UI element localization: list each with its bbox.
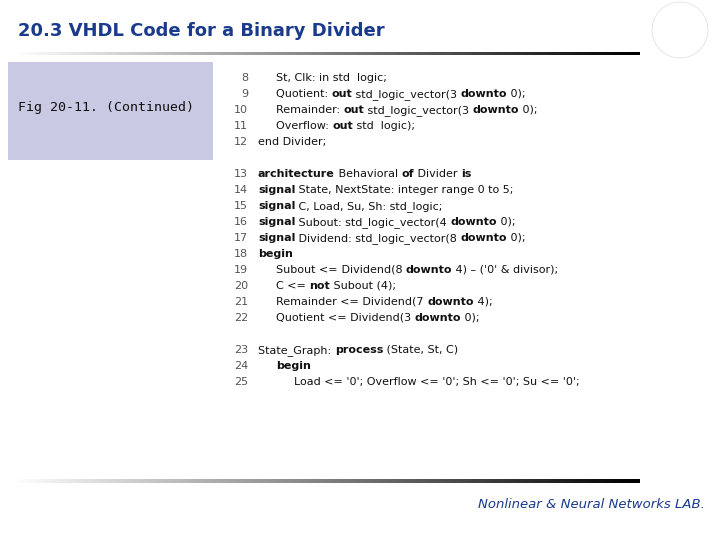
Text: 18: 18 [234, 249, 248, 259]
Text: out: out [333, 121, 353, 131]
Text: out: out [343, 105, 364, 115]
Text: St, Clk: in std  logic;: St, Clk: in std logic; [276, 73, 387, 83]
Text: State_Graph:: State_Graph: [258, 345, 335, 356]
Text: is: is [461, 169, 472, 179]
Text: std_logic_vector(3: std_logic_vector(3 [364, 105, 473, 116]
Text: 19: 19 [234, 265, 248, 275]
Text: downto: downto [427, 297, 474, 307]
Text: downto: downto [406, 265, 452, 275]
Text: C <=: C <= [276, 281, 310, 291]
Text: Subout (4);: Subout (4); [330, 281, 396, 291]
Text: 21: 21 [234, 297, 248, 307]
Text: end Divider;: end Divider; [258, 137, 326, 147]
Text: downto: downto [461, 89, 508, 99]
Text: downto: downto [415, 313, 461, 323]
Text: Subout <=: Subout <= [276, 265, 338, 275]
Text: Behavioral: Behavioral [335, 169, 401, 179]
Text: process: process [335, 345, 383, 355]
Text: std  logic);: std logic); [353, 121, 415, 131]
Text: 4) – ('0' & divisor);: 4) – ('0' & divisor); [452, 265, 559, 275]
Text: 23: 23 [234, 345, 248, 355]
Text: 0);: 0); [519, 105, 538, 115]
Text: Load <= '0'; Overflow <= '0'; Sh <= '0'; Su <= '0';: Load <= '0'; Overflow <= '0'; Sh <= '0';… [294, 377, 580, 387]
Text: 20: 20 [234, 281, 248, 291]
Text: 25: 25 [234, 377, 248, 387]
Text: 11: 11 [234, 121, 248, 131]
Text: 13: 13 [234, 169, 248, 179]
Text: Remainder:: Remainder: [276, 105, 343, 115]
Text: Dividend: std_logic_vector(8: Dividend: std_logic_vector(8 [295, 233, 461, 244]
Text: Divider: Divider [414, 169, 461, 179]
Text: signal: signal [258, 217, 295, 227]
Text: 12: 12 [234, 137, 248, 147]
Text: downto: downto [473, 105, 519, 115]
Text: Remainder <= Dividend(7: Remainder <= Dividend(7 [276, 297, 427, 307]
Text: 0);: 0); [508, 89, 526, 99]
Text: Subout: std_logic_vector(4: Subout: std_logic_vector(4 [295, 217, 451, 228]
Text: C, Load, Su, Sh: std_logic;: C, Load, Su, Sh: std_logic; [295, 201, 443, 212]
Text: of: of [401, 169, 414, 179]
Text: Fig 20-11. (Continued): Fig 20-11. (Continued) [18, 100, 194, 113]
Text: architecture: architecture [258, 169, 335, 179]
Text: 16: 16 [234, 217, 248, 227]
Text: signal: signal [258, 233, 295, 243]
Text: signal: signal [258, 201, 295, 211]
Text: State, NextState: integer range 0 to 5;: State, NextState: integer range 0 to 5; [295, 185, 514, 195]
Text: 0);: 0); [497, 217, 516, 227]
Text: downto: downto [451, 217, 497, 227]
Text: 8: 8 [241, 73, 248, 83]
Text: out: out [332, 89, 352, 99]
Text: 10: 10 [234, 105, 248, 115]
Text: 22: 22 [234, 313, 248, 323]
Text: Overflow:: Overflow: [276, 121, 333, 131]
Text: begin: begin [276, 361, 311, 371]
Text: begin: begin [258, 249, 293, 259]
Text: Dividend(8: Dividend(8 [338, 265, 406, 275]
Text: 4);: 4); [474, 297, 492, 307]
Text: 9: 9 [241, 89, 248, 99]
Text: 24: 24 [234, 361, 248, 371]
Text: not: not [310, 281, 330, 291]
Text: signal: signal [258, 185, 295, 195]
FancyBboxPatch shape [8, 62, 213, 160]
Text: (State, St, C): (State, St, C) [383, 345, 458, 355]
Text: 15: 15 [234, 201, 248, 211]
Text: std_logic_vector(3: std_logic_vector(3 [352, 89, 461, 100]
Text: Nonlinear & Neural Networks LAB.: Nonlinear & Neural Networks LAB. [478, 498, 705, 511]
Text: Quotient <= Dividend(3: Quotient <= Dividend(3 [276, 313, 415, 323]
Text: 0);: 0); [461, 313, 480, 323]
Text: 20.3 VHDL Code for a Binary Divider: 20.3 VHDL Code for a Binary Divider [18, 22, 384, 40]
Text: 17: 17 [234, 233, 248, 243]
Text: 14: 14 [234, 185, 248, 195]
Text: Quotient:: Quotient: [276, 89, 332, 99]
Text: 0);: 0); [508, 233, 526, 243]
Text: downto: downto [461, 233, 508, 243]
